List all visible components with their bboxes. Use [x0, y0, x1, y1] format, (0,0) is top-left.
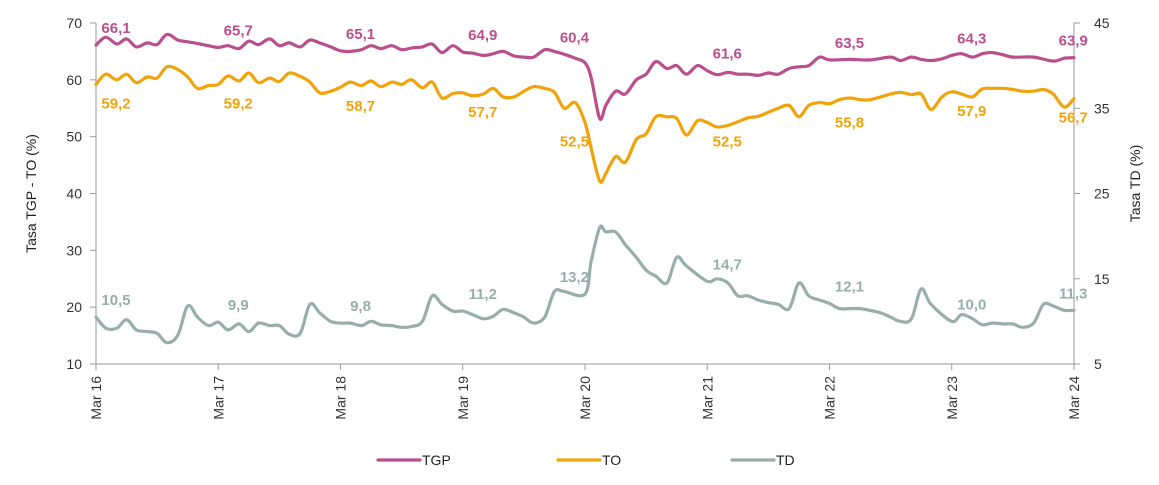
x-ticks: Mar 16 Mar 17 Mar 18 Mar 19 Mar 20 Mar 21 Mar … — [88, 364, 1082, 420]
right-y-tick-label: 5 — [1094, 356, 1102, 372]
legend-label-td: TD — [776, 452, 795, 468]
left-y-tick-label: 50 — [66, 129, 82, 145]
series-line-tgp — [94, 32, 1076, 122]
x-tick-label: Mar 19 — [455, 376, 471, 420]
data-labels: 66,1 65,7 65,1 64,9 60,4 61,6 63,5 64,3 63,9 59,2… — [101, 20, 1087, 315]
x-tick-label: Mar 17 — [210, 376, 226, 420]
right-y-tick-label: 35 — [1094, 100, 1110, 116]
data-label-tgp: 60,4 — [560, 29, 590, 46]
data-label-tgp: 63,5 — [835, 35, 864, 52]
x-tick-label: Mar 22 — [822, 376, 838, 420]
data-label-td: 11,2 — [469, 286, 497, 303]
data-label-to: 52,5 — [713, 133, 742, 150]
series-line-to — [94, 64, 1076, 184]
data-label-td: 12,1 — [835, 278, 864, 295]
data-label-tgp: 63,9 — [1059, 33, 1088, 50]
x-tick-label: Mar 24 — [1066, 376, 1082, 420]
left-y-tick-label: 60 — [66, 72, 82, 88]
left-y-tick-label: 10 — [66, 356, 82, 372]
data-label-tgp: 64,9 — [468, 27, 497, 44]
data-label-to: 59,2 — [224, 95, 253, 112]
data-label-to: 55,8 — [835, 115, 864, 132]
series-lines — [94, 32, 1076, 345]
data-label-to: 56,7 — [1059, 110, 1088, 127]
legend: TGP TO TD — [376, 452, 795, 468]
left-y-axis-title: Tasa TGP - TO (%) — [23, 134, 39, 253]
right-y-tick-label: 25 — [1094, 186, 1110, 202]
right-y-axis-title: Tasa TD (%) — [1127, 145, 1143, 223]
right-y-tick-label: 45 — [1094, 15, 1110, 31]
left-y-tick-label: 20 — [66, 299, 82, 315]
data-label-to: 58,7 — [346, 98, 375, 115]
data-label-td: 9,8 — [350, 298, 371, 315]
legend-label-to: TO — [602, 452, 621, 468]
x-tick-label: Mar 18 — [333, 376, 349, 420]
data-label-td: 10,0 — [957, 296, 986, 313]
x-tick-label: Mar 23 — [944, 376, 960, 420]
data-label-tgp: 61,6 — [713, 46, 742, 63]
right-y-ticks: 5 15 25 35 45 — [1074, 15, 1110, 372]
series-line-td — [94, 224, 1076, 345]
data-label-tgp: 66,1 — [101, 20, 130, 37]
data-label-tgp: 65,1 — [346, 26, 375, 43]
x-tick-label: Mar 21 — [699, 376, 715, 420]
data-label-to: 57,9 — [957, 103, 986, 120]
data-label-tgp: 64,3 — [957, 30, 986, 47]
data-label-to: 59,2 — [101, 95, 130, 112]
data-label-td: 9,9 — [228, 297, 249, 314]
data-label-td: 10,5 — [101, 292, 130, 309]
right-y-tick-label: 15 — [1094, 271, 1110, 287]
legend-label-tgp: TGP — [422, 452, 451, 468]
data-label-td: 13,2 — [560, 269, 589, 286]
left-y-tick-label: 30 — [66, 242, 82, 258]
data-label-to: 57,7 — [468, 104, 497, 121]
data-label-td: 11,3 — [1059, 285, 1087, 302]
data-label-to: 52,5 — [560, 133, 589, 150]
data-label-td: 14,7 — [713, 256, 742, 273]
x-tick-label: Mar 20 — [577, 376, 593, 420]
x-tick-label: Mar 16 — [88, 376, 104, 420]
left-y-tick-label: 70 — [66, 15, 82, 31]
data-label-tgp: 65,7 — [224, 22, 253, 39]
left-y-tick-label: 40 — [66, 186, 82, 202]
left-y-ticks: 10 20 30 40 50 60 70 — [66, 15, 96, 372]
